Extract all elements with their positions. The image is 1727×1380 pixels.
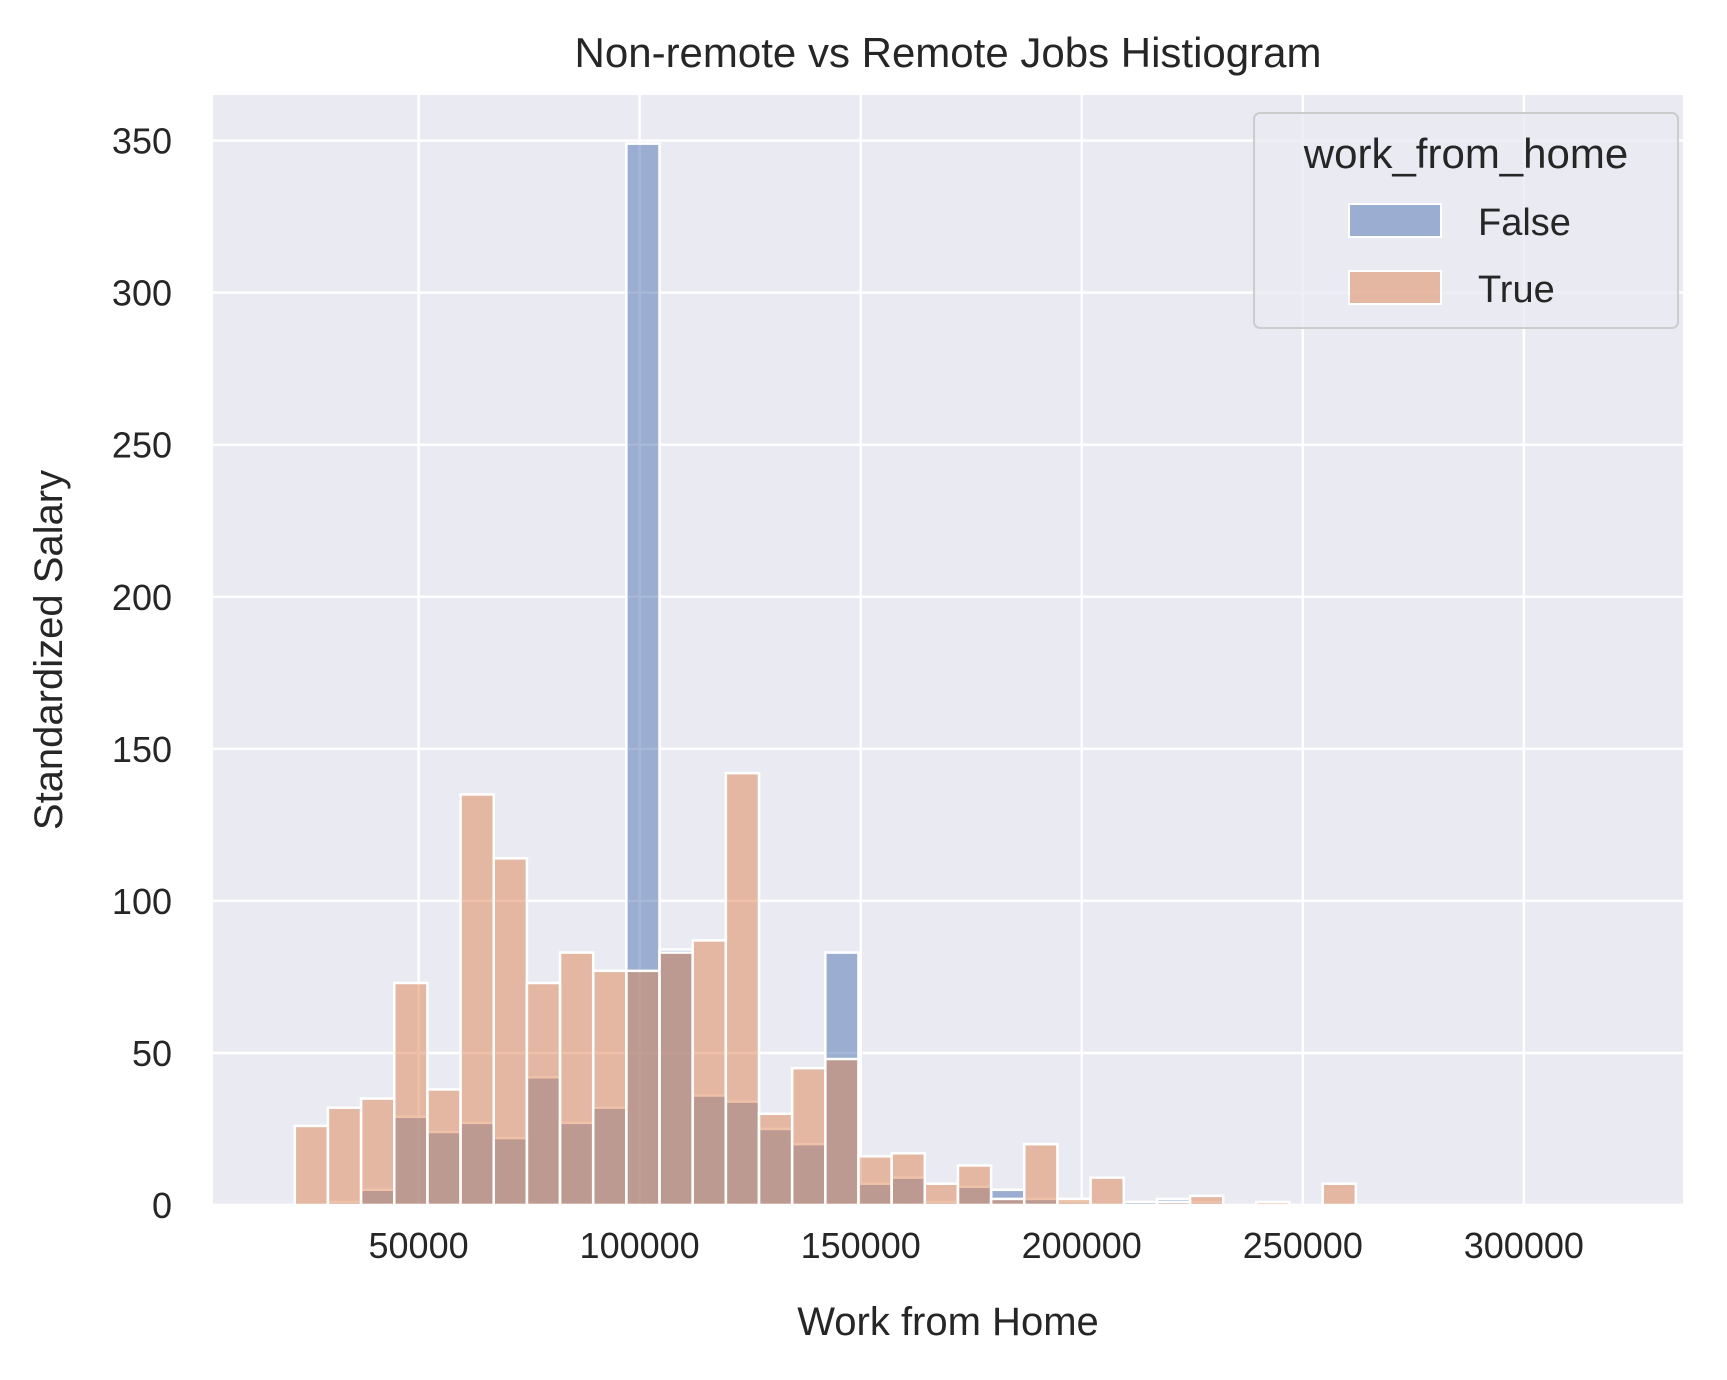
- bar-true: [459, 793, 495, 1207]
- bar-true: [426, 1088, 462, 1207]
- bar-true: [1023, 1142, 1059, 1207]
- x-tick-label: 100000: [580, 1225, 700, 1266]
- bar-true: [890, 1152, 927, 1207]
- legend-swatch-false: [1348, 203, 1442, 238]
- x-tick-label: 150000: [801, 1225, 921, 1266]
- chart-title: Non-remote vs Remote Jobs Histiogram: [575, 29, 1322, 76]
- histogram-bars: [293, 142, 1358, 1207]
- bar-true: [1056, 1197, 1092, 1207]
- bar-true: [591, 969, 628, 1207]
- bar-true: [625, 969, 661, 1207]
- y-axis-label: Standardized Salary: [27, 470, 71, 830]
- bar-true: [326, 1106, 363, 1207]
- y-tick-labels: 0 50 100 150 200 250 300 350: [112, 121, 172, 1226]
- x-axis-label: Work from Home: [797, 1300, 1099, 1344]
- bar-true: [393, 981, 429, 1207]
- bar-true: [1255, 1200, 1291, 1207]
- y-tick-label: 300: [112, 273, 172, 314]
- series-true: [293, 771, 1358, 1207]
- y-tick-label: 150: [112, 729, 172, 770]
- y-tick-label: 350: [112, 121, 172, 162]
- legend-label-true: True: [1478, 269, 1555, 311]
- bar-true: [1321, 1182, 1358, 1207]
- bar-true: [293, 1124, 330, 1207]
- bar-false: [1122, 1200, 1159, 1207]
- bar-true: [857, 1155, 893, 1207]
- y-tick-label: 50: [132, 1033, 172, 1074]
- x-tick-label: 300000: [1464, 1225, 1584, 1266]
- x-tick-label: 200000: [1022, 1225, 1142, 1266]
- bar-true: [492, 857, 529, 1207]
- bar-true: [790, 1066, 827, 1207]
- bar-true: [1155, 1200, 1192, 1207]
- bar-true: [824, 1057, 860, 1207]
- bar-true: [558, 951, 595, 1207]
- bar-true: [1188, 1194, 1225, 1207]
- x-tick-labels: 50000 100000 150000 200000 250000 300000: [369, 1225, 1584, 1266]
- bar-true: [989, 1197, 1026, 1207]
- y-tick-label: 0: [152, 1185, 172, 1226]
- bar-true: [724, 771, 761, 1207]
- y-tick-label: 100: [112, 881, 172, 922]
- bar-true: [691, 939, 728, 1207]
- bar-true: [658, 951, 694, 1207]
- y-tick-label: 250: [112, 425, 172, 466]
- legend: work_from_home False True: [1253, 112, 1679, 329]
- legend-swatch-true: [1348, 270, 1442, 305]
- bar-true: [359, 1097, 396, 1207]
- bar-true: [1089, 1176, 1125, 1207]
- bar-true: [956, 1164, 993, 1207]
- bar-true: [525, 981, 562, 1207]
- bar-true: [757, 1112, 794, 1207]
- legend-title: work_from_home: [1303, 130, 1628, 177]
- legend-label-false: False: [1478, 202, 1571, 244]
- x-tick-label: 50000: [369, 1225, 469, 1266]
- x-tick-label: 250000: [1243, 1225, 1363, 1266]
- bar-true: [923, 1182, 960, 1207]
- y-tick-label: 200: [112, 577, 172, 618]
